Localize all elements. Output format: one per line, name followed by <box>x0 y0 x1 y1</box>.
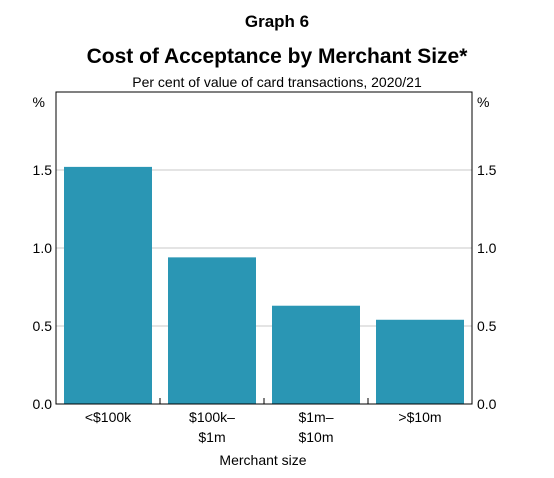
x-tick-label: $1m <box>198 429 225 445</box>
y-unit-left: % <box>33 94 45 110</box>
x-axis-title: Merchant size <box>219 452 306 468</box>
x-tick-label: <$100k <box>85 409 132 425</box>
plot-frame <box>55 91 473 405</box>
bar <box>272 305 360 404</box>
x-axis: <$100k $100k– $1m $1m– $10m >$10m <box>85 409 442 445</box>
graph-label: Graph 6 <box>244 12 310 31</box>
y-tick-label-right: 1.5 <box>477 162 497 178</box>
x-tick-label: $10m <box>298 429 333 445</box>
bar <box>64 166 152 404</box>
y-tick-label-left: 1.5 <box>33 162 53 178</box>
bars <box>64 166 464 404</box>
y-tick-label-left: 0.5 <box>33 318 53 334</box>
y-tick-label-right: 0.5 <box>477 318 497 334</box>
x-tick-label: >$10m <box>398 409 441 425</box>
x-tick-label: $100k– <box>189 409 235 425</box>
y-tick-label-right: 1.0 <box>477 240 497 256</box>
bar <box>376 319 464 404</box>
chart-title: Cost of Acceptance by Merchant Size* <box>86 45 468 68</box>
y-axis-left: 0.0 0.5 1.0 1.5 <box>33 162 53 412</box>
chart-subtitle: Per cent of value of card transactions, … <box>132 74 422 90</box>
bar <box>168 257 256 404</box>
y-tick-label-left: 1.0 <box>33 240 53 256</box>
y-unit-right: % <box>477 94 489 110</box>
y-tick-label-left: 0.0 <box>33 396 53 412</box>
y-axis-right: 0.0 0.5 1.0 1.5 <box>477 162 497 412</box>
y-tick-label-right: 0.0 <box>477 396 497 412</box>
x-tick-label: $1m– <box>298 409 333 425</box>
